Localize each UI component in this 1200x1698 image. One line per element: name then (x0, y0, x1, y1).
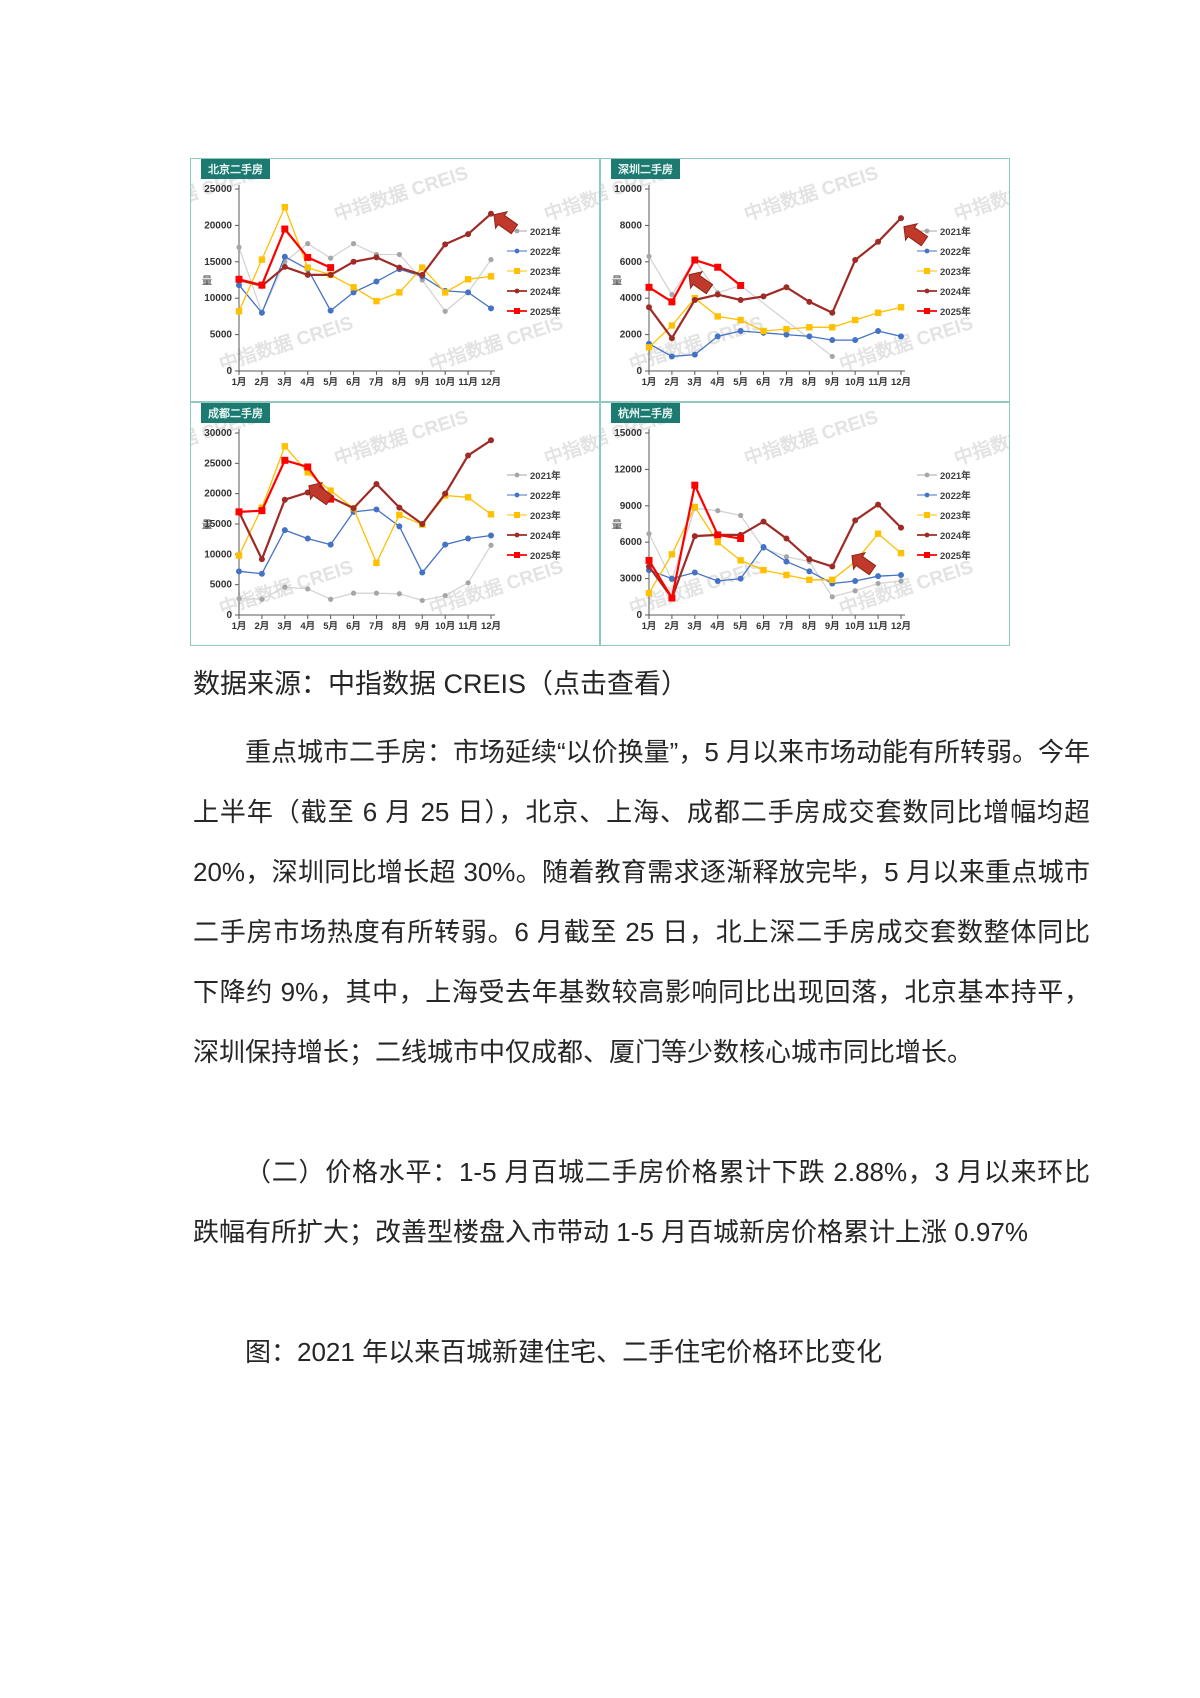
svg-text:11月: 11月 (458, 621, 478, 632)
svg-text:2月: 2月 (665, 621, 680, 632)
svg-text:10月: 10月 (435, 621, 455, 632)
svg-text:25000: 25000 (204, 458, 232, 469)
svg-text:1月: 1月 (232, 621, 247, 632)
svg-text:8月: 8月 (802, 621, 817, 632)
svg-text:3月: 3月 (277, 621, 292, 632)
svg-text:5000: 5000 (210, 330, 233, 341)
svg-text:3月: 3月 (687, 621, 702, 632)
svg-text:4月: 4月 (300, 377, 315, 388)
svg-text:0: 0 (636, 610, 642, 621)
svg-text:6000: 6000 (620, 537, 643, 548)
svg-text:8月: 8月 (392, 621, 407, 632)
svg-text:6月: 6月 (346, 621, 361, 632)
svg-text:30000: 30000 (204, 428, 232, 439)
svg-text:8月: 8月 (802, 377, 817, 388)
svg-text:9月: 9月 (825, 377, 840, 388)
svg-text:10月: 10月 (435, 377, 455, 388)
svg-text:9月: 9月 (415, 377, 430, 388)
svg-text:6月: 6月 (756, 621, 771, 632)
svg-text:0: 0 (226, 610, 232, 621)
svg-text:11月: 11月 (868, 377, 888, 388)
svg-text:5月: 5月 (323, 621, 338, 632)
svg-text:4月: 4月 (710, 377, 725, 388)
svg-text:1月: 1月 (642, 377, 657, 388)
svg-text:9月: 9月 (415, 621, 430, 632)
svg-text:量: 量 (612, 275, 623, 287)
svg-text:3月: 3月 (687, 377, 702, 388)
svg-text:0: 0 (226, 366, 232, 377)
svg-text:2月: 2月 (255, 621, 270, 632)
svg-text:1月: 1月 (232, 377, 247, 388)
svg-text:量: 量 (612, 519, 623, 531)
svg-text:10月: 10月 (845, 377, 865, 388)
svg-text:3月: 3月 (277, 377, 292, 388)
svg-text:5000: 5000 (210, 580, 233, 591)
svg-text:10000: 10000 (204, 293, 232, 304)
svg-text:2月: 2月 (255, 377, 270, 388)
svg-text:4000: 4000 (620, 293, 643, 304)
svg-text:15000: 15000 (614, 428, 642, 439)
svg-text:2000: 2000 (620, 330, 643, 341)
svg-text:6000: 6000 (620, 257, 643, 268)
svg-text:量: 量 (202, 519, 213, 531)
svg-text:11月: 11月 (868, 621, 888, 632)
svg-text:8000: 8000 (620, 220, 643, 231)
svg-text:20000: 20000 (204, 220, 232, 231)
svg-text:10000: 10000 (614, 184, 642, 195)
svg-text:0: 0 (636, 366, 642, 377)
svg-text:6月: 6月 (756, 377, 771, 388)
svg-text:25000: 25000 (204, 184, 232, 195)
svg-text:20000: 20000 (204, 489, 232, 500)
svg-text:5月: 5月 (733, 621, 748, 632)
svg-text:7月: 7月 (369, 377, 384, 388)
svg-text:5月: 5月 (323, 377, 338, 388)
svg-text:3000: 3000 (620, 574, 643, 585)
svg-text:10月: 10月 (845, 621, 865, 632)
svg-text:1月: 1月 (642, 621, 657, 632)
svg-text:2月: 2月 (665, 377, 680, 388)
svg-text:11月: 11月 (458, 377, 478, 388)
svg-text:15000: 15000 (204, 257, 232, 268)
svg-text:12月: 12月 (481, 621, 501, 632)
svg-text:10000: 10000 (204, 549, 232, 560)
svg-text:7月: 7月 (369, 621, 384, 632)
svg-text:12月: 12月 (481, 377, 501, 388)
svg-text:4月: 4月 (710, 621, 725, 632)
svg-text:8月: 8月 (392, 377, 407, 388)
svg-text:5月: 5月 (733, 377, 748, 388)
svg-text:4月: 4月 (300, 621, 315, 632)
svg-text:12月: 12月 (891, 377, 911, 388)
svg-text:12000: 12000 (614, 464, 642, 475)
svg-text:7月: 7月 (779, 377, 794, 388)
svg-text:12月: 12月 (891, 621, 911, 632)
svg-text:9月: 9月 (825, 621, 840, 632)
svg-text:7月: 7月 (779, 621, 794, 632)
svg-text:量: 量 (202, 275, 213, 287)
svg-text:6月: 6月 (346, 377, 361, 388)
svg-text:9000: 9000 (620, 501, 643, 512)
